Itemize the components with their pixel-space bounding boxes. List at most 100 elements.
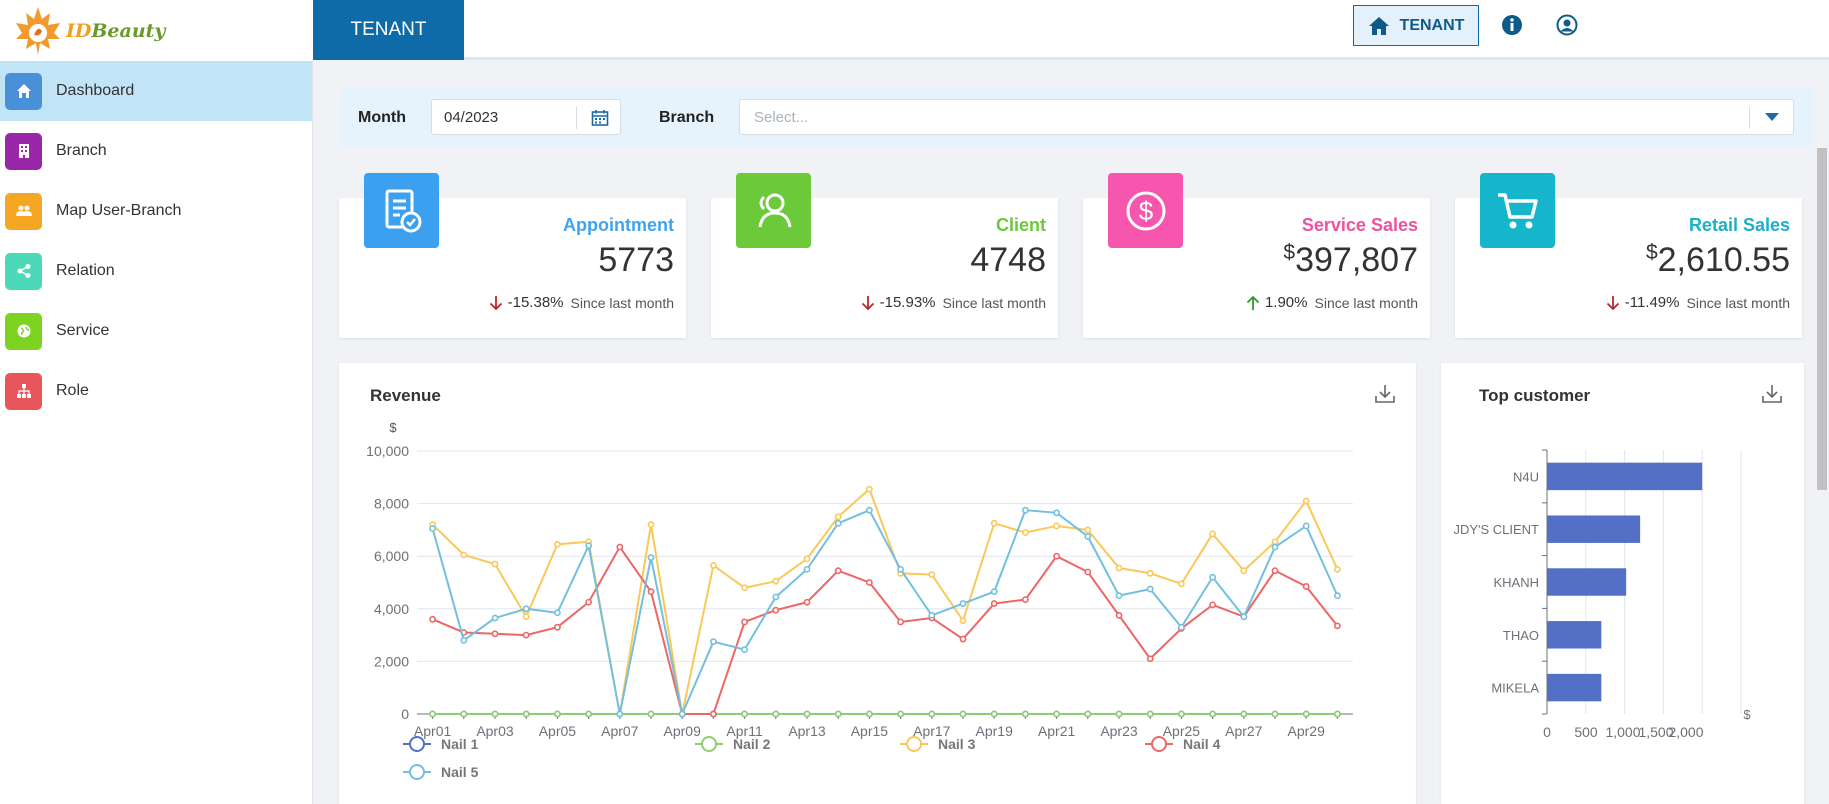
globe-icon bbox=[5, 312, 42, 350]
x-tick-label: Apr09 bbox=[664, 723, 702, 739]
card-delta: -11.49% Since last month bbox=[1606, 294, 1790, 311]
download-icon[interactable] bbox=[1374, 383, 1396, 405]
data-point bbox=[1302, 710, 1310, 718]
top-customer-title: Top customer bbox=[1479, 386, 1591, 405]
legend-marker bbox=[906, 736, 922, 752]
legend-label: Nail 4 bbox=[1183, 736, 1221, 752]
download-icon[interactable] bbox=[1761, 383, 1783, 405]
data-point bbox=[522, 631, 530, 639]
data-point bbox=[1240, 710, 1248, 718]
category-label: JDY'S CLIENT bbox=[1453, 522, 1539, 537]
series-line-nail-5 bbox=[431, 508, 1339, 718]
data-point bbox=[1334, 710, 1341, 718]
data-point bbox=[866, 579, 873, 586]
data-point bbox=[834, 513, 842, 521]
data-point bbox=[491, 710, 499, 718]
cart-icon bbox=[1480, 173, 1555, 248]
sidebar-item-dashboard[interactable]: Dashboard bbox=[0, 61, 312, 121]
sidebar-item-map-user-branch[interactable]: Map User-Branch bbox=[0, 181, 312, 241]
data-point bbox=[647, 588, 655, 596]
branch-placeholder: Select... bbox=[754, 109, 809, 126]
chevron-down-icon[interactable] bbox=[1765, 113, 1779, 121]
data-point bbox=[803, 598, 811, 606]
top-customer-panel: Top customer N4U JDY'S CLIENT KHANH THAO MIK… bbox=[1441, 363, 1804, 804]
filter-bar: Month 04/2023 Branch Select... bbox=[341, 87, 1814, 147]
card-title: Retail Sales bbox=[1688, 215, 1790, 235]
y-tick-label: 4,000 bbox=[374, 601, 409, 617]
retail-sales-card: Retail Sales $2,610.55 -11.49% Since last… bbox=[1455, 173, 1802, 338]
card-value: $397,807 bbox=[1283, 241, 1418, 279]
sidebar-item-label: Role bbox=[56, 382, 89, 399]
data-point bbox=[1022, 529, 1029, 536]
data-point bbox=[1084, 568, 1092, 576]
data-point bbox=[1022, 506, 1029, 514]
x-tick-label: 0 bbox=[1543, 724, 1551, 740]
brand-name: IDBeauty bbox=[66, 19, 166, 42]
page-scrollbar[interactable] bbox=[1817, 148, 1827, 490]
data-point bbox=[1146, 585, 1154, 593]
data-point bbox=[460, 710, 468, 718]
appointment-card: Appointment 5773 -15.38% Since last month bbox=[339, 173, 686, 338]
data-point bbox=[741, 710, 748, 718]
y-tick-label: 2,000 bbox=[374, 653, 409, 669]
tenant-home-button-label: TENANT bbox=[1399, 16, 1465, 34]
card-value: $2,610.55 bbox=[1645, 241, 1790, 279]
data-point bbox=[741, 646, 748, 653]
legend-label: Nail 1 bbox=[441, 736, 479, 752]
data-point bbox=[1271, 710, 1279, 718]
month-picker[interactable]: 04/2023 bbox=[431, 99, 621, 135]
tenant-tab[interactable]: TENANT bbox=[313, 0, 464, 60]
maple-leaf-logo-icon bbox=[16, 6, 60, 55]
top-bar: TENANT TENANT bbox=[313, 0, 1829, 60]
app-logo[interactable]: IDBeauty bbox=[0, 0, 313, 61]
data-point bbox=[834, 710, 842, 718]
data-point bbox=[1271, 543, 1279, 551]
data-point bbox=[1209, 710, 1216, 718]
service-sales-card: $ Service Sales $397,807 1.90% Since last… bbox=[1083, 173, 1430, 338]
data-point bbox=[1084, 526, 1092, 534]
data-point bbox=[866, 506, 873, 514]
data-point bbox=[990, 600, 998, 607]
data-point bbox=[897, 565, 904, 573]
sidebar-item-role[interactable]: Role bbox=[0, 361, 312, 421]
data-point bbox=[1334, 592, 1341, 600]
data-point bbox=[553, 623, 561, 631]
revenue-line-chart: $0 2,000 4,000 6,000 8,000 10,000 Apr01 Apr03 Ap… bbox=[366, 420, 1353, 780]
info-icon[interactable] bbox=[1501, 14, 1523, 36]
calendar-icon[interactable] bbox=[591, 109, 609, 127]
data-point bbox=[928, 710, 936, 718]
legend-marker bbox=[1151, 736, 1167, 752]
top-customer-bar-chart: N4U JDY'S CLIENT KHANH THAO MIKELA 0 500 1,0001… bbox=[1453, 449, 1751, 740]
arrow-down-icon bbox=[1606, 295, 1619, 310]
data-point bbox=[866, 485, 873, 493]
legend-label: Nail 2 bbox=[733, 736, 771, 752]
divider bbox=[1749, 107, 1750, 129]
branch-select[interactable]: Select... bbox=[739, 99, 1794, 135]
data-point bbox=[772, 577, 780, 585]
sidebar-item-branch[interactable]: Branch bbox=[0, 121, 312, 181]
sidebar-item-service[interactable]: Service bbox=[0, 301, 312, 361]
data-point bbox=[429, 615, 436, 623]
data-point bbox=[1146, 655, 1154, 663]
client-icon bbox=[736, 173, 811, 248]
tenant-home-button[interactable]: TENANT bbox=[1353, 5, 1479, 46]
category-label: MIKELA bbox=[1491, 681, 1539, 696]
data-point bbox=[678, 710, 686, 718]
sidebar-item-relation[interactable]: Relation bbox=[0, 241, 312, 301]
x-tick-label: Apr15 bbox=[851, 723, 889, 739]
data-point bbox=[959, 710, 967, 718]
card-delta: -15.93% Since last month bbox=[861, 294, 1046, 311]
sitemap-icon bbox=[5, 372, 42, 410]
data-point bbox=[491, 630, 499, 638]
y-axis-label: $ bbox=[389, 420, 397, 435]
data-point bbox=[585, 542, 592, 550]
bar bbox=[1547, 462, 1703, 491]
x-tick-label: 1,500 bbox=[1638, 724, 1673, 740]
user-account-icon[interactable] bbox=[1556, 14, 1578, 36]
data-point bbox=[1302, 583, 1310, 590]
x-tick-label: Apr19 bbox=[976, 723, 1014, 739]
sidebar-item-label: Dashboard bbox=[56, 82, 135, 99]
sidebar-item-label: Map User-Branch bbox=[56, 202, 182, 219]
data-point bbox=[834, 519, 842, 527]
data-point bbox=[491, 614, 499, 622]
